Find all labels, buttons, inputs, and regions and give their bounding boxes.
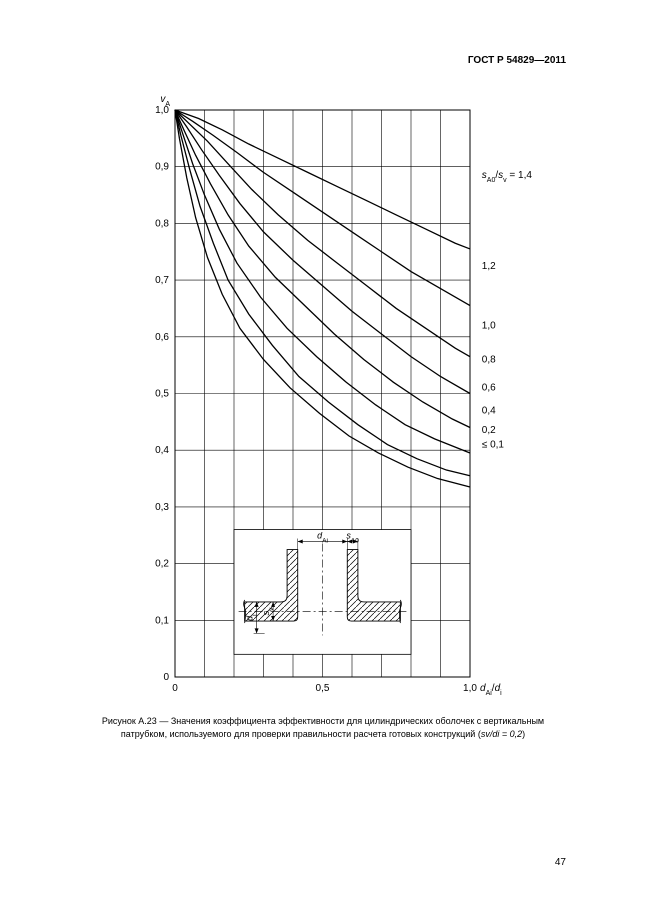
figure-caption: Рисунок А.23 — Значения коэффициента эфф… [60,715,586,740]
page-number: 47 [555,857,566,868]
standard-header: ГОСТ Р 54829—2011 [468,55,566,66]
svg-text:0,9: 0,9 [155,162,169,173]
svg-text:0,3: 0,3 [155,502,169,513]
svg-text:0,5: 0,5 [155,389,169,400]
svg-text:1,0: 1,0 [463,683,477,694]
svg-text:0,8: 0,8 [482,354,496,365]
svg-text:0,2: 0,2 [155,559,169,570]
svg-text:0,6: 0,6 [155,332,169,343]
svg-text:0,5: 0,5 [316,683,330,694]
svg-text:0: 0 [163,672,169,683]
svg-text:0,7: 0,7 [155,275,169,286]
svg-text:1,2: 1,2 [482,261,496,272]
svg-text:0,4: 0,4 [155,445,169,456]
svg-text:0,2: 0,2 [482,425,496,436]
svg-text:0,1: 0,1 [155,615,169,626]
svg-text:0: 0 [172,683,178,694]
svg-text:1,0: 1,0 [482,320,496,331]
caption-line2-post: ) [522,729,525,739]
svg-text:0,8: 0,8 [155,218,169,229]
svg-text:0,6: 0,6 [482,383,496,394]
efficiency-chart: sA0/sv = 1,41,21,00,80,60,40,2≤ 0,100,10… [140,85,570,705]
svg-text:0,4: 0,4 [482,405,496,416]
svg-text:≤ 0,1: ≤ 0,1 [482,439,505,450]
caption-line2-pre: патрубком, используемого для проверки пр… [121,729,481,739]
caption-formula: sv/di = 0,2 [481,729,522,739]
caption-line1: Рисунок А.23 — Значения коэффициента эфф… [102,716,544,726]
